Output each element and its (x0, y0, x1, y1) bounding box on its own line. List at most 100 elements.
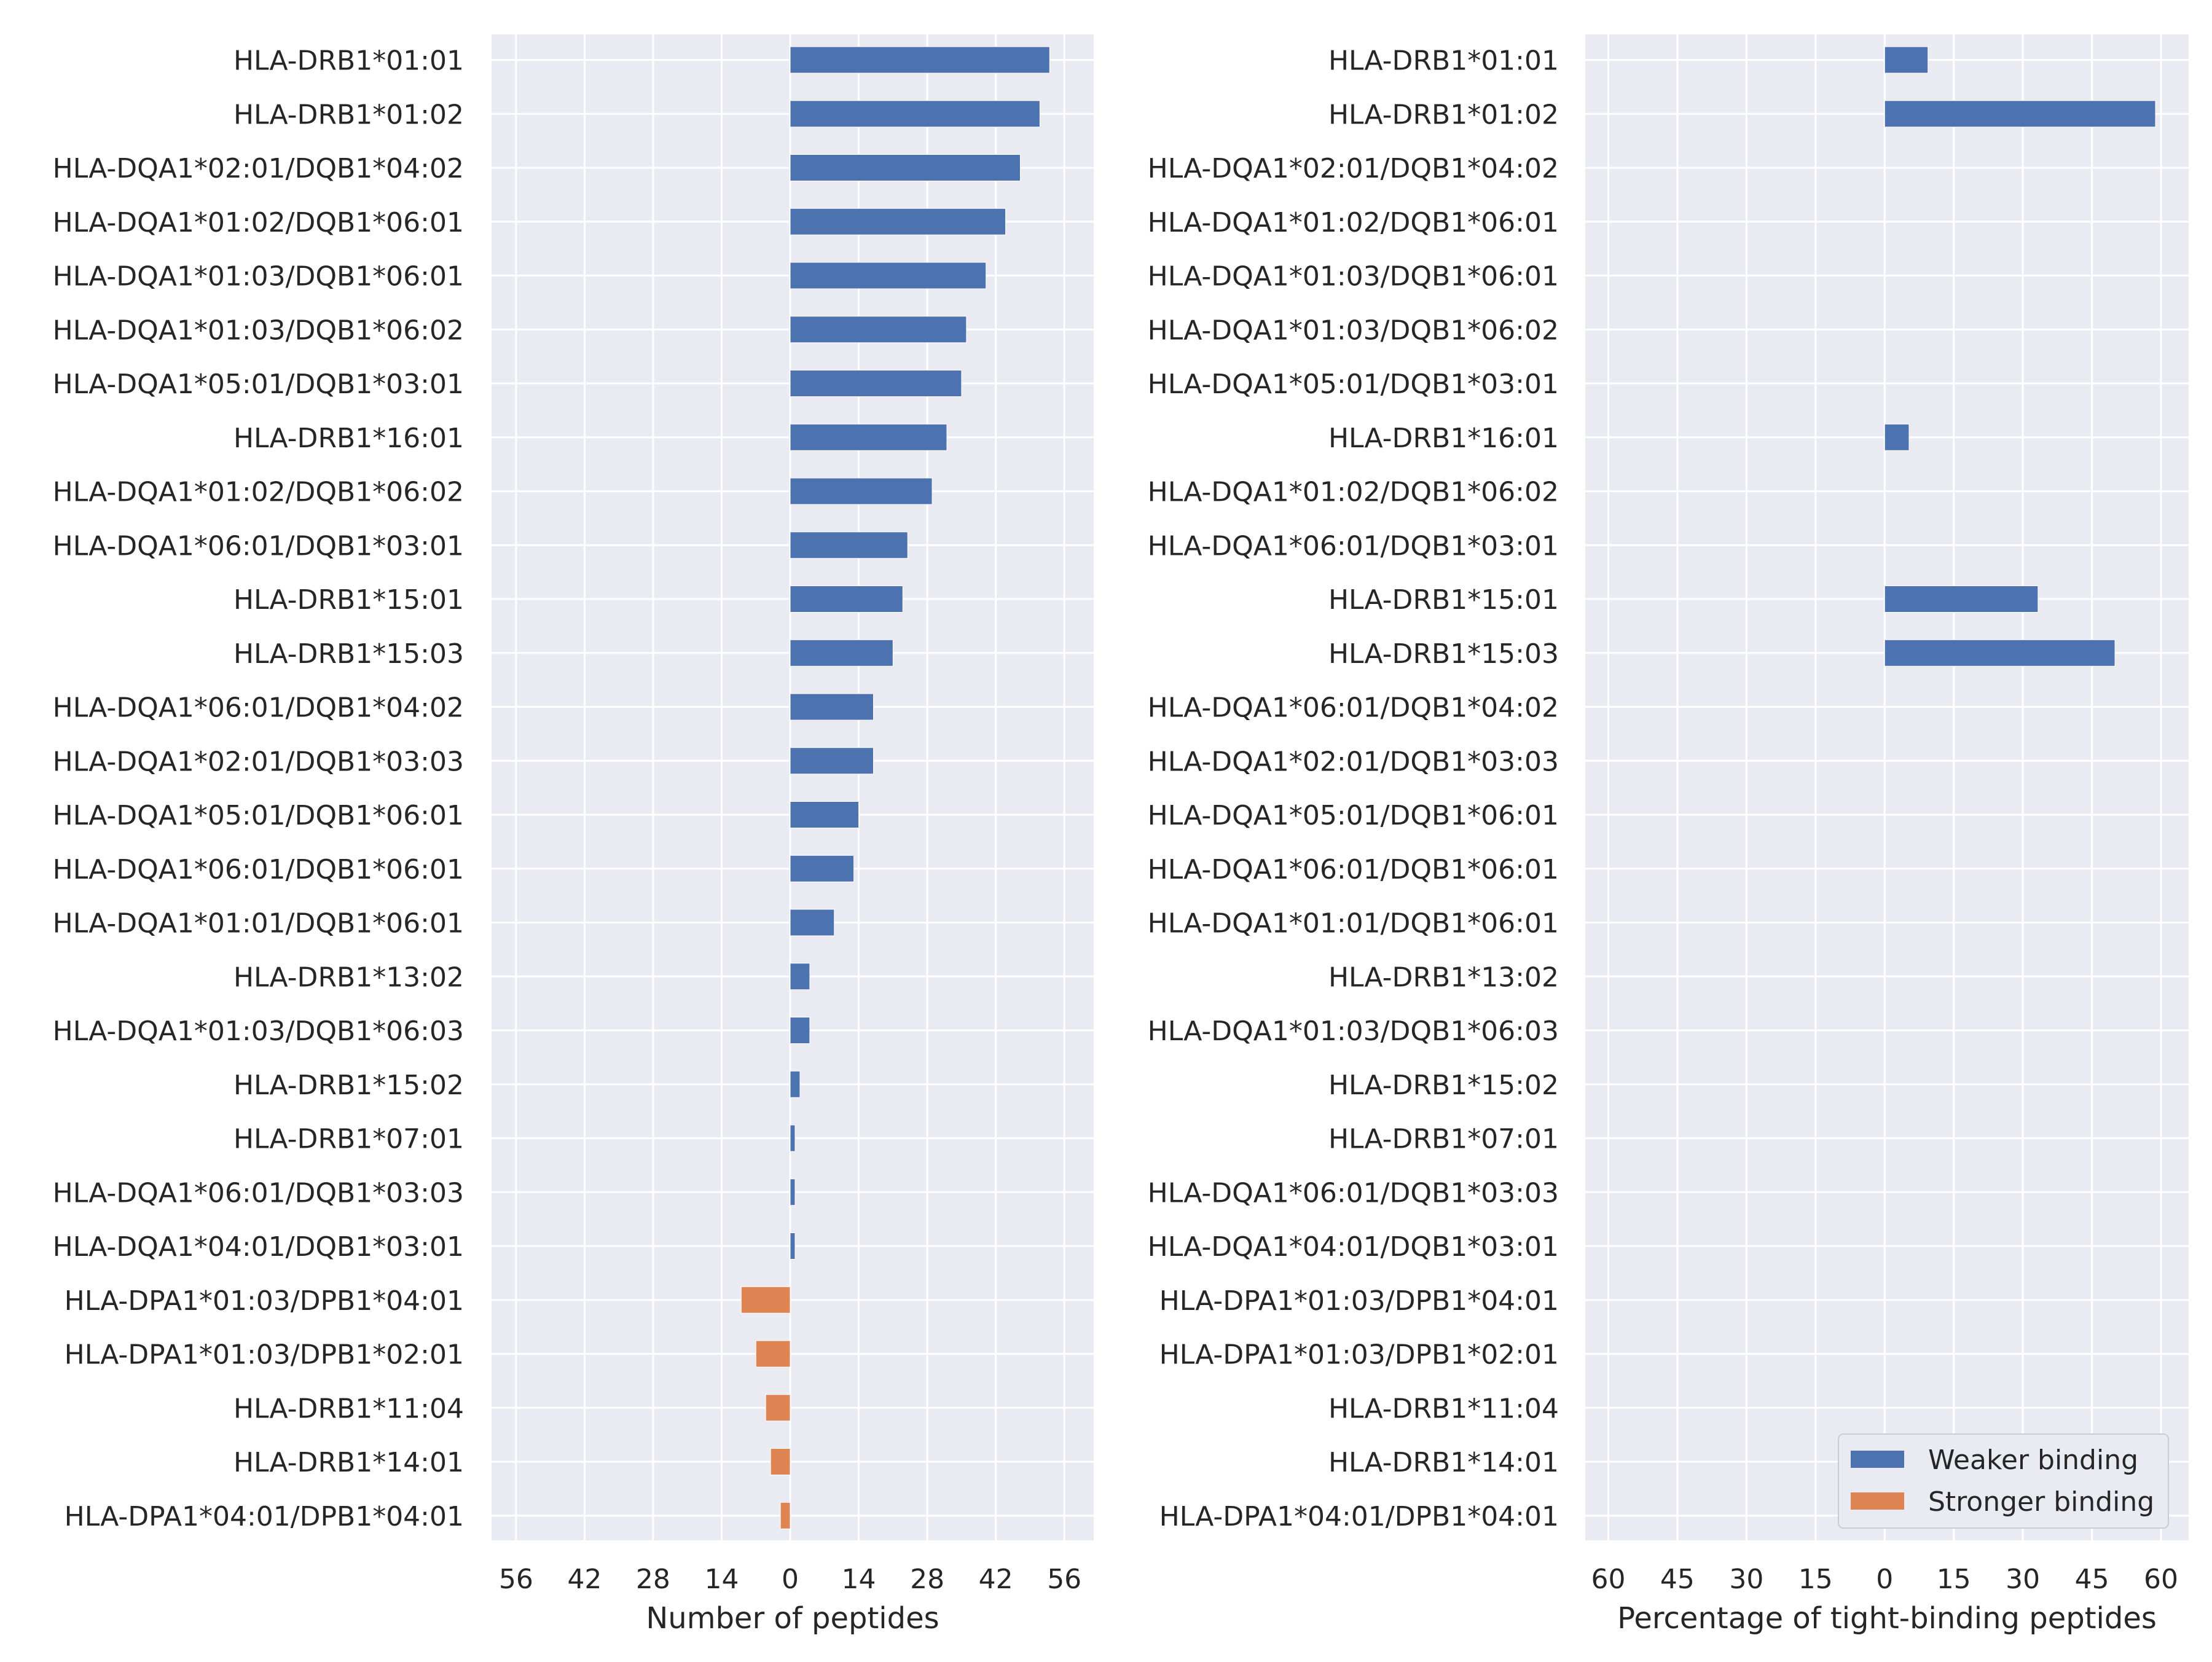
bar-weaker-binding (1884, 639, 2116, 667)
legend-label-weaker: Weaker binding (1928, 1444, 2138, 1476)
bar-weaker-binding (790, 208, 1006, 235)
x-tick-label: 14 (704, 1564, 739, 1595)
bar-weaker-binding (790, 747, 874, 775)
bar-weaker-binding (790, 1124, 796, 1152)
category-label: HLA-DRB1*14:01 (1328, 1447, 1559, 1478)
category-label: HLA-DQA1*01:02/DQB1*06:02 (53, 477, 464, 508)
category-label: HLA-DRB1*15:01 (233, 584, 464, 616)
category-label: HLA-DRB1*11:04 (1328, 1393, 1559, 1424)
bar-weaker-binding (790, 477, 933, 505)
category-label: HLA-DRB1*15:02 (233, 1070, 464, 1101)
category-label: HLA-DQA1*06:01/DQB1*03:03 (53, 1177, 464, 1209)
category-label: HLA-DQA1*01:02/DQB1*06:02 (1148, 477, 1559, 508)
plot-area (1585, 34, 2189, 1540)
bar-stronger-binding (755, 1340, 791, 1368)
category-label: HLA-DRB1*15:01 (1328, 584, 1559, 616)
category-label: HLA-DQA1*01:03/DQB1*06:01 (1148, 261, 1559, 292)
x-tick-label: 45 (1660, 1564, 1695, 1595)
bar-weaker-binding (790, 1233, 796, 1260)
x-tick-label: 56 (1047, 1564, 1081, 1595)
category-label: HLA-DRB1*11:04 (233, 1393, 464, 1424)
bar-stronger-binding (780, 1502, 791, 1529)
category-label: HLA-DRB1*16:01 (233, 423, 464, 454)
x-tick-label: 60 (2144, 1564, 2178, 1595)
category-label: HLA-DRB1*07:01 (233, 1124, 464, 1155)
category-label: HLA-DQA1*05:01/DQB1*06:01 (1148, 800, 1559, 831)
category-label: HLA-DPA1*01:03/DPB1*04:01 (1159, 1285, 1559, 1317)
left-panel-number-of-peptides: 56 42 28 14 0 14 28 42 56 HLA-DRB1*01:01 HLA-DRB1*… (53, 34, 1094, 1636)
x-tick-label: 28 (636, 1564, 670, 1595)
category-label: HLA-DQA1*04:01/DQB1*03:01 (53, 1231, 464, 1263)
category-label: HLA-DRB1*13:02 (233, 962, 464, 993)
category-label: HLA-DQA1*01:01/DQB1*06:01 (53, 908, 464, 939)
x-tick-label: 60 (1591, 1564, 1625, 1595)
category-label: HLA-DQA1*06:01/DQB1*06:01 (53, 854, 464, 885)
category-label: HLA-DQA1*01:03/DQB1*06:01 (53, 261, 464, 292)
category-label: HLA-DQA1*06:01/DQB1*03:03 (1148, 1177, 1559, 1209)
bar-weaker-binding (790, 693, 874, 721)
category-label: HLA-DPA1*01:03/DPB1*04:01 (65, 1285, 464, 1317)
x-tick-label: 42 (567, 1564, 602, 1595)
x-tick-label: 0 (782, 1564, 799, 1595)
bar-weaker-binding (790, 100, 1040, 128)
bar-weaker-binding (790, 154, 1021, 181)
category-label: HLA-DQA1*02:01/DQB1*04:02 (1148, 153, 1559, 184)
category-label: HLA-DRB1*15:03 (1328, 638, 1559, 670)
bar-weaker-binding (790, 586, 903, 613)
category-label: HLA-DQA1*05:01/DQB1*03:01 (1148, 369, 1559, 400)
x-tick-label: 14 (842, 1564, 876, 1595)
x-tick-label: 45 (2075, 1564, 2109, 1595)
bar-weaker-binding (790, 46, 1050, 74)
bar-weaker-binding (790, 316, 967, 343)
bar-stronger-binding (740, 1286, 791, 1314)
bar-weaker-binding (790, 801, 860, 828)
category-label: HLA-DQA1*01:03/DQB1*06:02 (53, 315, 464, 346)
category-label: HLA-DRB1*15:02 (1328, 1070, 1559, 1101)
bar-weaker-binding (790, 262, 987, 289)
category-label: HLA-DQA1*06:01/DQB1*06:01 (1148, 854, 1559, 885)
category-label: HLA-DQA1*01:03/DQB1*06:02 (1148, 315, 1559, 346)
category-label: HLA-DQA1*01:02/DQB1*06:01 (1148, 207, 1559, 238)
bar-weaker-binding (790, 1070, 801, 1098)
category-label: HLA-DQA1*06:01/DQB1*03:01 (53, 530, 464, 562)
category-label: HLA-DRB1*01:02 (1328, 99, 1559, 130)
bar-weaker-binding (790, 909, 835, 936)
category-label: HLA-DQA1*06:01/DQB1*03:01 (1148, 530, 1559, 562)
x-tick-label: 15 (1937, 1564, 1971, 1595)
category-label: HLA-DRB1*15:03 (233, 638, 464, 670)
category-label: HLA-DQA1*02:01/DQB1*04:02 (53, 153, 464, 184)
bar-weaker-binding (790, 1017, 810, 1044)
x-tick-label: 56 (499, 1564, 533, 1595)
x-tick-label: 30 (1729, 1564, 1763, 1595)
x-tick-label: 15 (1798, 1564, 1833, 1595)
legend-frame (1838, 1433, 2169, 1529)
bar-weaker-binding (790, 531, 908, 559)
bar-weaker-binding (790, 423, 947, 451)
category-label: HLA-DQA1*01:01/DQB1*06:01 (1148, 908, 1559, 939)
legend-swatch-weaker (1851, 1451, 1904, 1468)
bar-weaker-binding (790, 370, 962, 397)
legend-swatch-stronger (1851, 1492, 1904, 1510)
bar-stronger-binding (770, 1448, 791, 1475)
x-tick-label: 0 (1876, 1564, 1893, 1595)
bar-weaker-binding (790, 639, 893, 667)
category-label: HLA-DPA1*01:03/DPB1*02:01 (65, 1339, 464, 1371)
category-label: HLA-DQA1*06:01/DQB1*04:02 (1148, 692, 1559, 724)
x-tick-label: 42 (979, 1564, 1013, 1595)
bar-weaker-binding (790, 855, 855, 882)
category-label: HLA-DQA1*04:01/DQB1*03:01 (1148, 1231, 1559, 1263)
legend-label-stronger: Stronger binding (1928, 1486, 2154, 1518)
category-label: HLA-DRB1*13:02 (1328, 962, 1559, 993)
plot-area (492, 34, 1094, 1540)
bar-weaker-binding (1884, 46, 1929, 74)
category-label: HLA-DPA1*04:01/DPB1*04:01 (1159, 1501, 1559, 1532)
category-label: HLA-DQA1*02:01/DQB1*03:03 (53, 746, 464, 777)
x-axis-label: Number of peptides (646, 1601, 939, 1636)
category-label: HLA-DRB1*01:01 (233, 45, 464, 77)
category-label: HLA-DRB1*01:01 (1328, 45, 1559, 77)
x-axis-label: Percentage of tight-binding peptides (1617, 1601, 2157, 1636)
x-tick-label: 28 (910, 1564, 944, 1595)
category-label: HLA-DQA1*02:01/DQB1*03:03 (1148, 746, 1559, 777)
